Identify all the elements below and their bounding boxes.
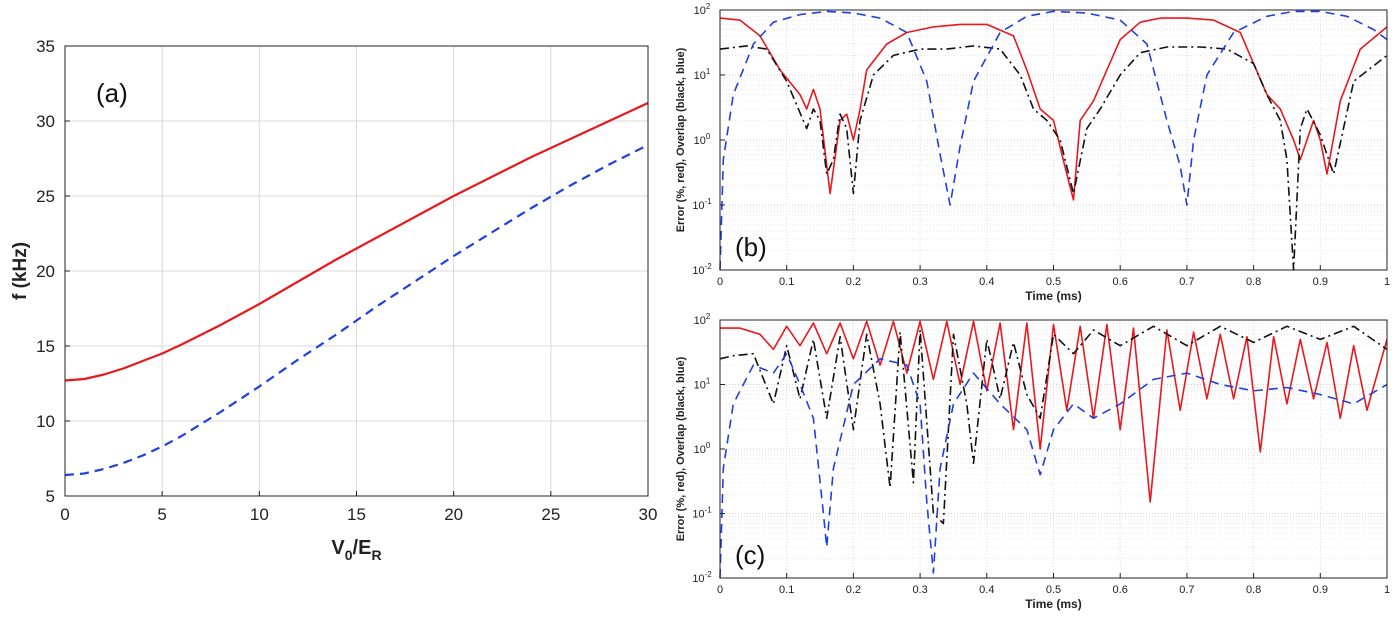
y-tick-label: 30 bbox=[36, 112, 55, 131]
x-tick-label: 0 bbox=[60, 505, 69, 524]
y-tick-label: 102 bbox=[694, 2, 711, 17]
y-tick-label: 10-1 bbox=[692, 197, 712, 212]
x-tick-label: 0.7 bbox=[1179, 584, 1194, 596]
y-axis-label-a: f (kHz) bbox=[10, 242, 31, 300]
x-tick-label: 0.5 bbox=[1046, 276, 1061, 288]
x-tick-label: 0.1 bbox=[779, 584, 794, 596]
x-tick-label: 30 bbox=[639, 505, 658, 524]
x-tick-label: 0.4 bbox=[979, 276, 994, 288]
series-red-solid-line-a bbox=[64, 102, 649, 382]
x-tick-label: 1 bbox=[1384, 584, 1390, 596]
y-tick-label: 101 bbox=[694, 67, 711, 82]
panel-label-b: (b) bbox=[735, 232, 767, 262]
x-tick-label: 1 bbox=[1384, 276, 1390, 288]
x-tick-label: 0.1 bbox=[779, 276, 794, 288]
y-tick-label: 102 bbox=[694, 312, 711, 327]
series-black-dashdot-line-b bbox=[719, 45, 1388, 271]
x-axis-label-c: Time (ms) bbox=[1025, 597, 1081, 611]
panel-b: 0 0.1 0.2 0.3 0.4 0.5 0.6 0.7 0.8 0.9 1 10-2 10-1 100… bbox=[675, 2, 1390, 303]
x-tick-label: 0.6 bbox=[1113, 584, 1128, 596]
y-tick-label: 100 bbox=[694, 441, 711, 456]
y-tick-label: 10 bbox=[36, 412, 55, 431]
x-tick-label: 0 bbox=[717, 584, 723, 596]
x-tick-label: 0.6 bbox=[1113, 276, 1128, 288]
y-tick-label: 5 bbox=[46, 487, 55, 506]
grid-a bbox=[64, 45, 649, 497]
x-tick-label: 0.4 bbox=[979, 584, 994, 596]
x-tick-label: 0.5 bbox=[1046, 584, 1061, 596]
y-tick-label: 25 bbox=[36, 187, 55, 206]
grid-c bbox=[719, 320, 1388, 579]
x-tick-label: 0.7 bbox=[1179, 276, 1194, 288]
y-axis-label-c: Error (%, red), Overlap (black, blue) bbox=[675, 356, 687, 541]
panel-label-c: (c) bbox=[735, 540, 765, 570]
x-tick-label: 20 bbox=[444, 505, 463, 524]
x-tick-label: 0.9 bbox=[1313, 276, 1328, 288]
series-red-solid-line-b bbox=[719, 17, 1388, 201]
x-tick-label: 0.2 bbox=[846, 276, 861, 288]
series-blue-dashed-line-a bbox=[64, 144, 649, 477]
x-tick-label: 25 bbox=[541, 505, 560, 524]
y-tick-label: 20 bbox=[36, 262, 55, 281]
panel-c: 0 0.1 0.2 0.3 0.4 0.5 0.6 0.7 0.8 0.9 1 10-2 10-1 100… bbox=[675, 312, 1390, 611]
y-tick-label: 10-2 bbox=[692, 570, 712, 585]
x-tick-label: 10 bbox=[250, 505, 269, 524]
y-tick-label: 35 bbox=[36, 37, 55, 56]
x-axis-label-b: Time (ms) bbox=[1025, 289, 1081, 303]
x-tick-label: 15 bbox=[347, 505, 366, 524]
x-tick-label: 0.3 bbox=[912, 584, 927, 596]
y-tick-label: 10-2 bbox=[692, 262, 712, 277]
y-axis-label-b: Error (%, red), Overlap (black, blue) bbox=[675, 47, 687, 232]
series-black-dashdot-line-c bbox=[719, 325, 1388, 525]
x-tick-label: 0.9 bbox=[1313, 584, 1328, 596]
x-tick-label: 0.8 bbox=[1246, 584, 1261, 596]
panel-label-a: (a) bbox=[96, 78, 128, 108]
series-blue-dashed-line-c bbox=[719, 352, 1388, 579]
x-tick-label: 5 bbox=[157, 505, 166, 524]
x-tick-label: 0.3 bbox=[912, 276, 927, 288]
x-tick-label: 0 bbox=[717, 276, 723, 288]
y-tick-label: 101 bbox=[694, 377, 711, 392]
series-red-solid-line-c bbox=[720, 320, 1388, 503]
x-tick-label: 0.2 bbox=[846, 584, 861, 596]
y-tick-label: 15 bbox=[36, 337, 55, 356]
y-tick-label: 10-1 bbox=[692, 506, 712, 521]
grid-b bbox=[719, 10, 1388, 271]
y-tick-label: 100 bbox=[694, 132, 711, 147]
series-blue-dashed-line-b bbox=[719, 10, 1388, 271]
x-tick-label: 0.8 bbox=[1246, 276, 1261, 288]
x-axis-label-a: V0/ER bbox=[331, 537, 381, 563]
